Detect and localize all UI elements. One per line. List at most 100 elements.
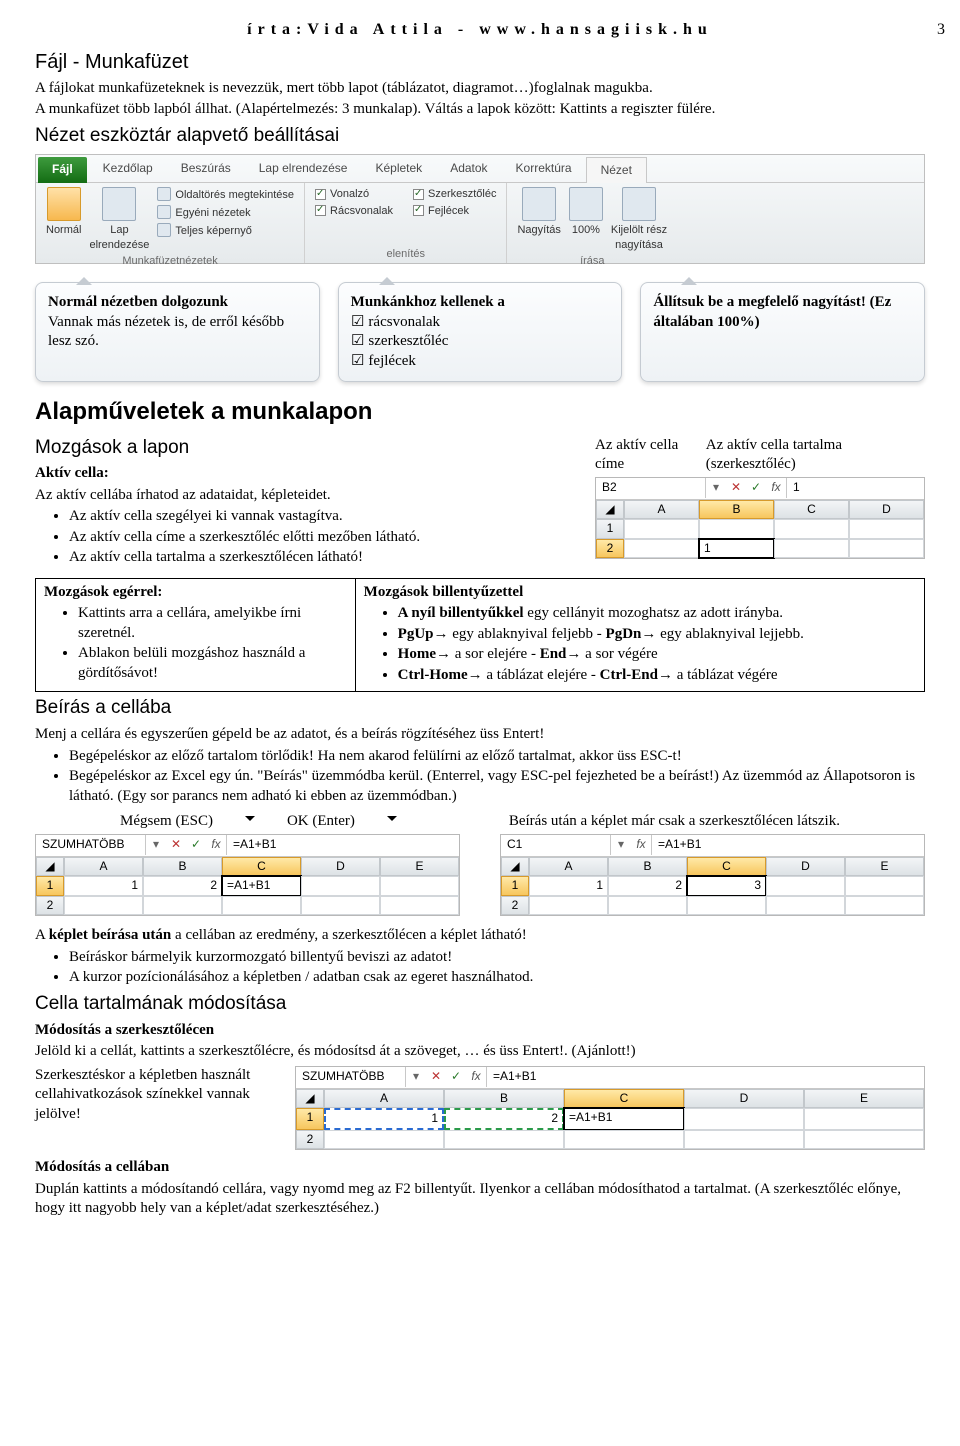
- btn-100[interactable]: 100%: [569, 187, 603, 252]
- formula-bar[interactable]: 1: [786, 478, 924, 498]
- callout-normal-view: Normál nézetben dolgozunk Vannak más néz…: [35, 282, 320, 382]
- name-box[interactable]: SZUMHATÖBB: [296, 1067, 406, 1087]
- row-header[interactable]: 1: [36, 876, 64, 896]
- name-box[interactable]: SZUMHATÖBB: [36, 835, 146, 855]
- cell[interactable]: 2: [608, 876, 687, 896]
- chk-formula-bar[interactable]: Szerkesztőléc: [413, 187, 496, 201]
- col-header[interactable]: D: [766, 857, 845, 877]
- active-cell[interactable]: 3: [687, 876, 766, 896]
- page-header: írta:Vida Attila - www.hansagiisk.hu 3: [35, 20, 925, 41]
- enter-icon[interactable]: ✓: [186, 837, 206, 853]
- dropdown-icon[interactable]: ▾: [706, 480, 726, 496]
- cancel-icon[interactable]: ✕: [426, 1069, 446, 1085]
- cell[interactable]: [774, 519, 849, 539]
- btn-normal[interactable]: Normál: [46, 187, 81, 252]
- corner[interactable]: ◢: [596, 500, 624, 520]
- enter-icon[interactable]: ✓: [746, 480, 766, 496]
- cell[interactable]: [845, 876, 924, 896]
- cell[interactable]: 1: [64, 876, 143, 896]
- dropdown-icon[interactable]: ▾: [146, 837, 166, 853]
- row-header[interactable]: 1: [501, 876, 529, 896]
- dropdown-icon[interactable]: ▾: [406, 1069, 426, 1085]
- cell[interactable]: [301, 876, 380, 896]
- cell[interactable]: [766, 876, 845, 896]
- cell-ref-green[interactable]: 2: [444, 1108, 564, 1130]
- col-header[interactable]: A: [64, 857, 143, 877]
- active-cell[interactable]: 1: [699, 539, 774, 559]
- active-cell-label: Aktív cella:: [35, 465, 109, 481]
- cell[interactable]: [774, 539, 849, 559]
- checkbox-icon: [315, 205, 326, 216]
- active-cell[interactable]: =A1+B1: [564, 1108, 684, 1130]
- name-box[interactable]: C1: [501, 835, 611, 855]
- col-header[interactable]: B: [608, 857, 687, 877]
- cell[interactable]: [849, 519, 924, 539]
- tab-formulas[interactable]: Képletek: [361, 156, 436, 182]
- row-header[interactable]: 2: [501, 896, 529, 916]
- enter-icon[interactable]: ✓: [446, 1069, 466, 1085]
- formula-bar[interactable]: =A1+B1: [651, 835, 924, 855]
- zoom-icon: [522, 187, 556, 221]
- col-header[interactable]: B: [444, 1089, 564, 1109]
- col-header[interactable]: D: [684, 1089, 804, 1109]
- col-header[interactable]: A: [529, 857, 608, 877]
- col-header[interactable]: B: [143, 857, 222, 877]
- tab-layout[interactable]: Lap elrendezése: [245, 156, 362, 182]
- cancel-icon[interactable]: ✕: [166, 837, 186, 853]
- cell[interactable]: [684, 1108, 804, 1130]
- formula-bar[interactable]: =A1+B1: [226, 835, 459, 855]
- cell[interactable]: [804, 1108, 924, 1130]
- col-header[interactable]: C: [687, 857, 766, 877]
- row-header[interactable]: 1: [296, 1108, 324, 1130]
- col-header[interactable]: E: [845, 857, 924, 877]
- tab-view[interactable]: Nézet: [586, 157, 647, 184]
- tab-review[interactable]: Korrektúra: [502, 156, 586, 182]
- cell[interactable]: [849, 539, 924, 559]
- tab-home[interactable]: Kezdőlap: [89, 156, 167, 182]
- chk-headings[interactable]: Fejlécek: [413, 204, 496, 218]
- formula-bar[interactable]: =A1+B1: [486, 1067, 924, 1087]
- dropdown-icon[interactable]: ▾: [611, 837, 631, 853]
- col-header[interactable]: C: [774, 500, 849, 520]
- cell[interactable]: 2: [143, 876, 222, 896]
- btn-zoom[interactable]: Nagyítás: [517, 187, 560, 252]
- ribbon-group-views: Normál Lap elrendezése Oldaltörés megtek…: [36, 183, 305, 263]
- fx-icon[interactable]: fx: [766, 480, 786, 496]
- col-header[interactable]: E: [804, 1089, 924, 1109]
- tab-insert[interactable]: Beszúrás: [167, 156, 245, 182]
- cell-ref-blue[interactable]: 1: [324, 1108, 444, 1130]
- cell[interactable]: [380, 876, 459, 896]
- cell[interactable]: 1: [529, 876, 608, 896]
- btn-fullscreen[interactable]: Teljes képernyő: [157, 223, 294, 239]
- cell[interactable]: [624, 539, 699, 559]
- col-header[interactable]: C: [564, 1089, 684, 1109]
- col-header[interactable]: A: [624, 500, 699, 520]
- name-box[interactable]: B2: [596, 478, 706, 498]
- tab-data[interactable]: Adatok: [436, 156, 501, 182]
- tab-file[interactable]: Fájl: [38, 157, 87, 183]
- col-header[interactable]: B: [699, 500, 774, 520]
- cell[interactable]: [624, 519, 699, 539]
- chk-ruler[interactable]: Vonalzó: [315, 187, 393, 201]
- cancel-icon[interactable]: ✕: [726, 480, 746, 496]
- row-header[interactable]: 2: [596, 539, 624, 559]
- row-header[interactable]: 2: [36, 896, 64, 916]
- btn-page-break[interactable]: Oldaltörés megtekintése: [157, 187, 294, 203]
- col-header[interactable]: A: [324, 1089, 444, 1109]
- btn-zoom-selection[interactable]: Kijelölt rész nagyítása: [611, 187, 667, 252]
- col-header[interactable]: E: [380, 857, 459, 877]
- btn-page-layout[interactable]: Lap elrendezése: [89, 187, 149, 252]
- fx-icon[interactable]: fx: [466, 1069, 486, 1085]
- active-cell[interactable]: =A1+B1: [222, 876, 301, 896]
- cell[interactable]: [699, 519, 774, 539]
- page-break-icon: [157, 187, 171, 201]
- col-header[interactable]: D: [301, 857, 380, 877]
- col-header[interactable]: C: [222, 857, 301, 877]
- fx-icon[interactable]: fx: [206, 837, 226, 853]
- row-header[interactable]: 1: [596, 519, 624, 539]
- chk-gridlines[interactable]: Rácsvonalak: [315, 204, 393, 218]
- col-header[interactable]: D: [849, 500, 924, 520]
- row-header[interactable]: 2: [296, 1130, 324, 1150]
- btn-custom-views[interactable]: Egyéni nézetek: [157, 205, 294, 221]
- fx-icon[interactable]: fx: [631, 837, 651, 853]
